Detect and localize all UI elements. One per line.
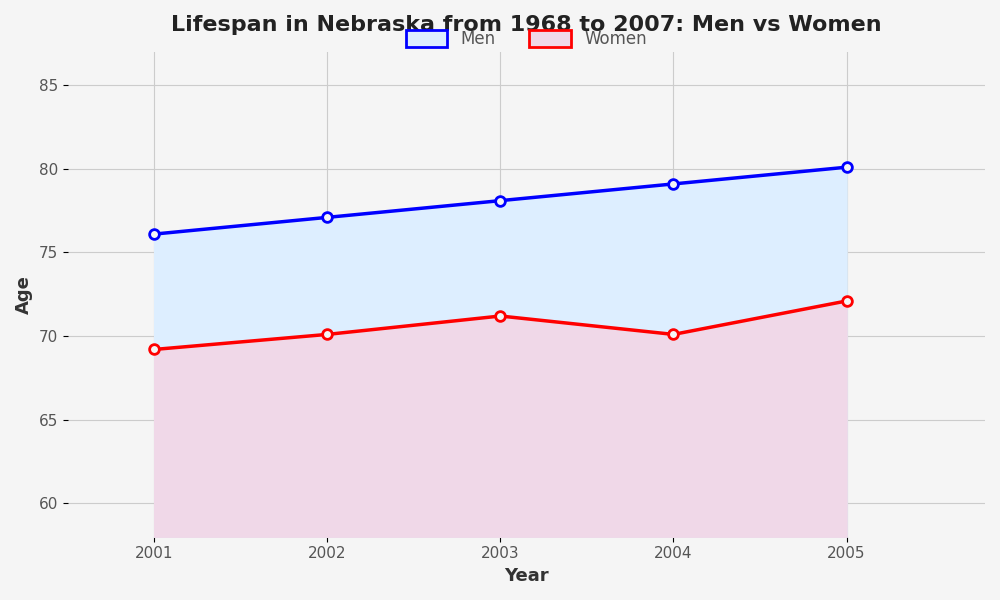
X-axis label: Year: Year — [504, 567, 549, 585]
Legend: Men, Women: Men, Women — [397, 22, 655, 56]
Title: Lifespan in Nebraska from 1968 to 2007: Men vs Women: Lifespan in Nebraska from 1968 to 2007: … — [171, 15, 882, 35]
Y-axis label: Age: Age — [15, 275, 33, 314]
